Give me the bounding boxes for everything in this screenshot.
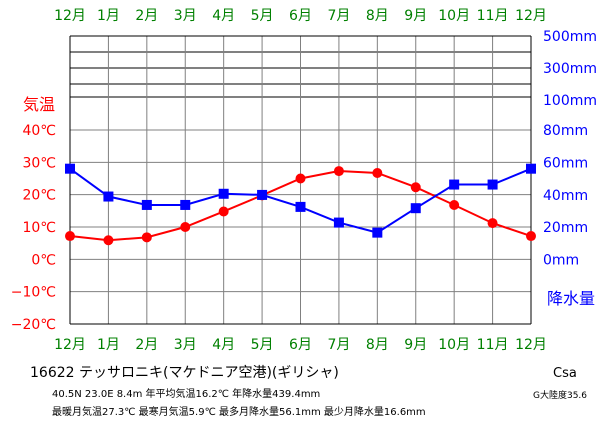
month-label-top: 10月 (438, 8, 470, 24)
month-labels-bottom: 12月 1月 2月 3月 4月 5月 6月 7月 8月 9月 10月 11月 12月 (54, 337, 547, 353)
precipitation-axis-title: 降水量 (547, 289, 595, 308)
temperature-point (295, 173, 306, 184)
month-label-top: 6月 (289, 8, 312, 24)
precipitation-point (526, 163, 536, 174)
month-label-top: 3月 (174, 8, 197, 24)
temperature-tick-label: 40℃ (22, 123, 56, 139)
precipitation-tick-label: 20mm (543, 220, 588, 236)
month-label-bottom: 10月 (438, 337, 470, 353)
precipitation-point (487, 179, 498, 190)
precipitation-point (257, 189, 268, 200)
precipitation-tick-label: 500mm (543, 29, 597, 45)
month-label-top: 12月 (54, 8, 86, 24)
month-label-bottom: 2月 (135, 337, 158, 353)
temperature-point (141, 232, 152, 243)
precipitation-point (218, 188, 229, 199)
precipitation-point (410, 203, 421, 214)
month-label-bottom: 1月 (97, 337, 120, 353)
precipitation-point (372, 227, 383, 238)
precipitation-tick-label: 60mm (543, 156, 588, 172)
temperature-tick-label: 10℃ (22, 220, 56, 236)
precipitation-point (180, 199, 191, 210)
month-label-bottom: 11月 (477, 337, 509, 353)
precipitation-tick-label: 40mm (543, 188, 588, 204)
temperature-tick-label: −20℃ (11, 317, 56, 333)
temperature-axis-title: 気温 (23, 95, 55, 114)
month-label-top: 1月 (97, 8, 120, 24)
precipitation-axis-ticks: 500mm 300mm 100mm 80mm 60mm 40mm 20mm 0mm (543, 29, 597, 269)
month-label-bottom: 8月 (366, 337, 389, 353)
precipitation-point (333, 217, 344, 228)
month-labels-top: 12月 1月 2月 3月 4月 5月 6月 7月 8月 9月 10月 11月 12月 (54, 8, 547, 24)
month-label-bottom: 7月 (327, 337, 350, 353)
temperature-point (333, 166, 344, 177)
month-label-top: 11月 (477, 8, 509, 24)
precipitation-tick-label: 0mm (543, 253, 579, 269)
month-label-bottom: 6月 (289, 337, 312, 353)
month-label-bottom: 3月 (174, 337, 197, 353)
plot-frame (69, 35, 532, 325)
temperature-tick-label: 0℃ (31, 252, 56, 268)
temperature-point (103, 235, 114, 246)
month-label-bottom: 5月 (251, 337, 274, 353)
month-label-bottom: 12月 (54, 337, 86, 353)
month-label-bottom: 9月 (404, 337, 427, 353)
month-label-top: 12月 (515, 8, 547, 24)
station-location-summary: 40.5N 23.0E 8.4m 年平均気温16.2℃ 年降水量439.4mm (52, 389, 321, 400)
data-series (65, 163, 536, 246)
temperature-point (410, 182, 421, 193)
temperature-point (487, 218, 498, 229)
precipitation-point (103, 191, 114, 202)
station-extremes-summary: 最暖月気温27.3℃ 最寒月気温5.9℃ 最多月降水量56.1mm 最少月降水量… (52, 407, 426, 418)
month-label-top: 9月 (404, 8, 427, 24)
precipitation-point (295, 201, 306, 212)
month-label-top: 7月 (327, 8, 350, 24)
month-label-top: 8月 (366, 8, 389, 24)
month-label-top: 5月 (251, 8, 274, 24)
climate-classification: Csa (553, 366, 577, 381)
temperature-point (449, 200, 460, 211)
temperature-point (65, 231, 75, 242)
month-label-bottom: 4月 (212, 337, 235, 353)
precipitation-tick-label: 100mm (543, 93, 597, 109)
precipitation-tick-label: 80mm (543, 123, 588, 139)
month-label-top: 2月 (135, 8, 158, 24)
temperature-axis-ticks: 40℃ 30℃ 20℃ 10℃ 0℃ −10℃ −20℃ (11, 123, 56, 333)
continentality-index: G大陸度35.6 (533, 391, 588, 401)
temperature-point (180, 222, 191, 232)
month-label-top: 4月 (212, 8, 235, 24)
temperature-tick-label: 20℃ (22, 188, 56, 204)
precipitation-point (65, 163, 75, 174)
precipitation-tick-label: 300mm (543, 61, 597, 77)
temperature-point (372, 168, 383, 179)
temperature-point (218, 206, 229, 217)
station-name: 16622 テッサロニキ(マケドニア空港)(ギリシャ) (30, 365, 339, 381)
temperature-point (526, 231, 536, 242)
temperature-tick-label: −10℃ (11, 285, 56, 301)
month-label-bottom: 12月 (515, 337, 547, 353)
precipitation-point (449, 179, 460, 190)
precipitation-point (141, 199, 152, 210)
temperature-tick-label: 30℃ (22, 155, 56, 171)
